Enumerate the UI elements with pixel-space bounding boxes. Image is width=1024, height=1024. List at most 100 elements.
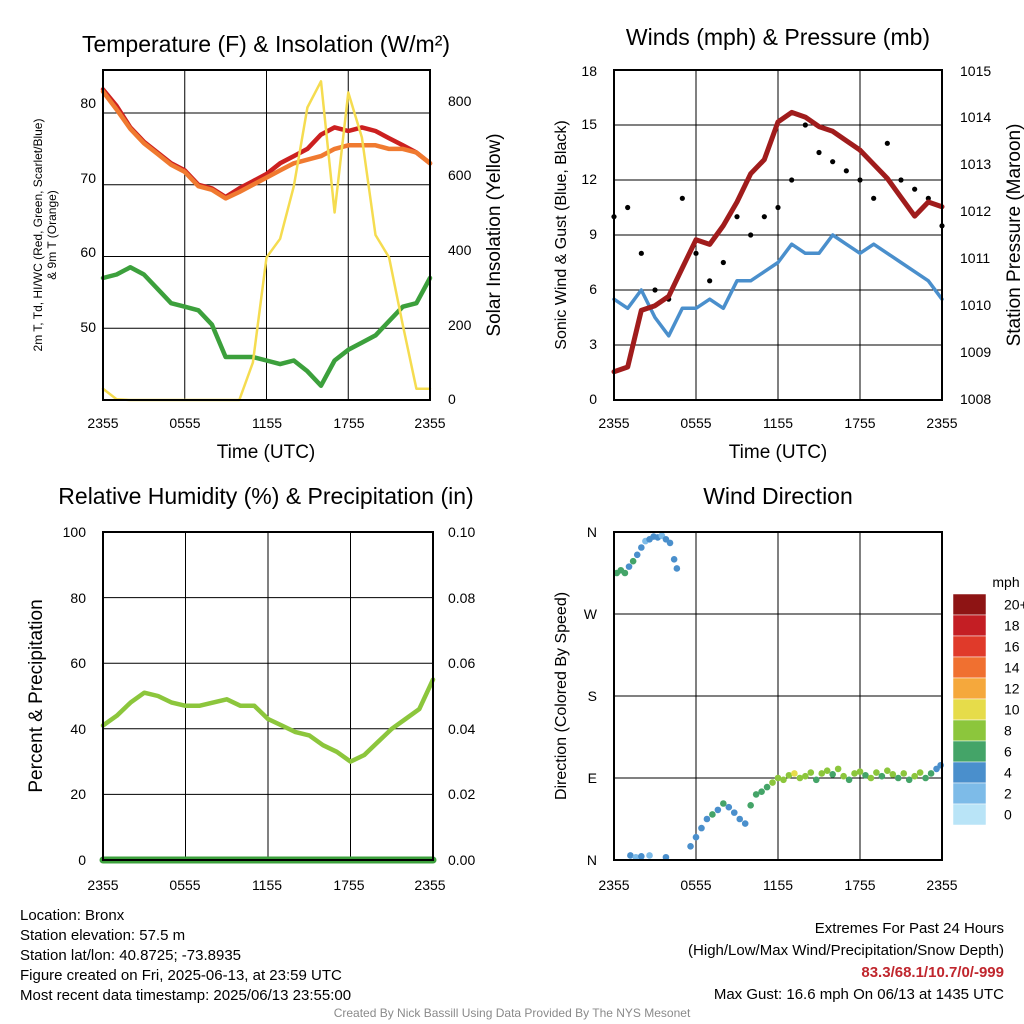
colorbar-label: 18 xyxy=(1004,618,1020,634)
recent-timestamp: Most recent data timestamp: 2025/06/13 2… xyxy=(20,987,352,1004)
wind-right-ticks: 1008 1009 1010 1011 1012 1013 1014 1015 xyxy=(960,63,991,407)
direction-point xyxy=(730,809,738,816)
rh-xtick-1: 0555 xyxy=(169,877,200,893)
wind-ytick-18: 18 xyxy=(581,63,597,79)
colorbar-swatch xyxy=(952,677,987,700)
direction-point xyxy=(763,783,771,791)
wind-ylabel-left: Sonic Wind & Gust (Blue, Black) xyxy=(553,120,570,349)
colorbar-swatch xyxy=(952,761,987,784)
gust-point xyxy=(761,214,767,220)
direction-point xyxy=(780,776,787,784)
gust-point xyxy=(748,232,754,238)
gust-point xyxy=(789,177,795,183)
temp-y2tick-400: 400 xyxy=(448,242,472,258)
wind-xtick-2: 1155 xyxy=(763,415,793,431)
wind-ylabel-right: Station Pressure (Maroon) xyxy=(1004,124,1024,347)
direction-point xyxy=(916,769,924,776)
temp-y2tick-600: 600 xyxy=(448,167,472,183)
direction-point xyxy=(629,557,637,565)
gust-point xyxy=(884,140,890,146)
direction-point xyxy=(867,774,875,782)
colorbar-label: 14 xyxy=(1004,660,1020,676)
dir-xtick-2: 1155 xyxy=(763,877,793,893)
colorbar-label: 16 xyxy=(1004,639,1020,655)
temp-9m-line xyxy=(100,89,433,201)
gust-point xyxy=(720,259,726,266)
colorbar-label: 0 xyxy=(1004,807,1012,823)
direction-point xyxy=(709,811,716,818)
wind-ytick-0: 0 xyxy=(589,391,597,407)
gust-point xyxy=(816,149,822,156)
direction-point xyxy=(752,791,760,798)
dir-xtick-4: 2355 xyxy=(926,877,957,893)
direction-point xyxy=(673,565,681,572)
rh-y2tick-008: 0.08 xyxy=(448,590,475,606)
rh-panel: Relative Humidity (%) & Precipitation (i… xyxy=(26,483,475,893)
colorbar-swatch xyxy=(952,740,987,763)
direction-point xyxy=(633,551,641,559)
rh-ylabel: Percent & Precipitation xyxy=(26,599,47,792)
gust-point xyxy=(652,287,658,293)
rh-ytick-100: 100 xyxy=(63,524,87,540)
wind-xtick-1: 0555 xyxy=(680,415,711,431)
direction-point xyxy=(774,774,782,782)
gust-point xyxy=(625,204,631,211)
direction-point xyxy=(747,802,754,809)
max-gust: Max Gust: 16.6 mph On 06/13 at 1435 UTC xyxy=(713,986,1004,1003)
rh-y2tick-002: 0.02 xyxy=(448,786,475,802)
temp-title: Temperature (F) & Insolation (W/m²) xyxy=(82,31,450,57)
direction-point xyxy=(666,539,674,547)
direction-point xyxy=(736,815,744,823)
pressure-line xyxy=(611,109,945,375)
colorbar-label: 8 xyxy=(1004,723,1012,739)
wind-panel: Winds (mph) & Pressure (mb) 0 3 6 9 12 1… xyxy=(553,24,1024,463)
colorbar-label: 6 xyxy=(1004,744,1012,760)
wind-xtick-3: 1755 xyxy=(844,415,875,431)
temp-xtick-0: 2355 xyxy=(87,415,118,431)
dir-ytick-n-top: N xyxy=(587,524,597,540)
dir-panel: Wind Direction N E S W N 2355 0555 1155 … xyxy=(553,483,1024,893)
wind-xlabel: Time (UTC) xyxy=(729,442,828,463)
wind-y2tick-1015: 1015 xyxy=(960,63,991,79)
temp-ylabel-2: & 9m T (Orange) xyxy=(45,190,59,280)
gust-point xyxy=(925,195,931,201)
temp-xtick-3: 1755 xyxy=(333,415,364,431)
direction-point xyxy=(796,774,804,782)
direction-point xyxy=(900,770,908,777)
direction-point xyxy=(862,771,869,779)
gust-point xyxy=(693,250,699,256)
station-location: Location: Bronx xyxy=(20,907,125,924)
gust-point xyxy=(898,177,904,183)
dir-xtick-0: 2355 xyxy=(598,877,629,893)
temp-xlabel: Time (UTC) xyxy=(217,442,316,463)
temp-xtick-1: 0555 xyxy=(169,415,200,431)
gust-point xyxy=(679,195,685,201)
wind-title: Winds (mph) & Pressure (mb) xyxy=(626,24,930,50)
gust-point xyxy=(843,168,849,174)
direction-point xyxy=(703,815,711,823)
direction-point xyxy=(834,765,842,773)
direction-point xyxy=(884,767,891,775)
direction-point xyxy=(851,770,858,777)
extremes-title: Extremes For Past 24 Hours xyxy=(814,920,1004,937)
speed-legend-title: mph xyxy=(992,574,1019,590)
rh-title: Relative Humidity (%) & Precipitation (i… xyxy=(58,483,473,509)
direction-point xyxy=(769,779,776,786)
dir-frame xyxy=(613,531,943,861)
figure-created: Figure created on Fri, 2025-06-13, at 23… xyxy=(20,967,342,984)
colorbar-swatch xyxy=(952,719,987,742)
temp-left-ticks: 50 60 70 80 xyxy=(80,95,96,335)
dir-ytick-w: W xyxy=(584,606,598,622)
wind-xtick-0: 2355 xyxy=(598,415,629,431)
wind-left-ticks: 0 3 6 9 12 15 18 xyxy=(581,63,597,407)
colorbar-swatch xyxy=(952,593,987,616)
direction-point xyxy=(829,771,836,778)
rh-x-ticks: 2355 0555 1155 1755 2355 xyxy=(87,877,445,893)
direction-point xyxy=(741,820,749,827)
direction-point xyxy=(692,833,700,841)
wind-y2tick-1013: 1013 xyxy=(960,156,991,172)
direction-point xyxy=(687,843,694,850)
direction-point xyxy=(714,806,722,814)
temp-frame xyxy=(102,69,431,401)
dir-grid xyxy=(614,532,942,860)
